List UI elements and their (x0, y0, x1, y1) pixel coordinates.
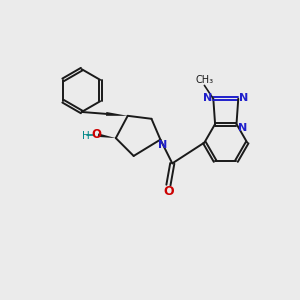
Polygon shape (106, 112, 128, 116)
Text: N: N (238, 123, 247, 133)
Text: H: H (82, 131, 89, 141)
Polygon shape (98, 134, 116, 138)
Text: CH₃: CH₃ (195, 75, 214, 85)
Text: O: O (91, 128, 101, 141)
Text: O: O (163, 185, 174, 198)
Text: N: N (239, 93, 248, 103)
Text: N: N (158, 140, 167, 150)
Text: N: N (203, 93, 213, 103)
